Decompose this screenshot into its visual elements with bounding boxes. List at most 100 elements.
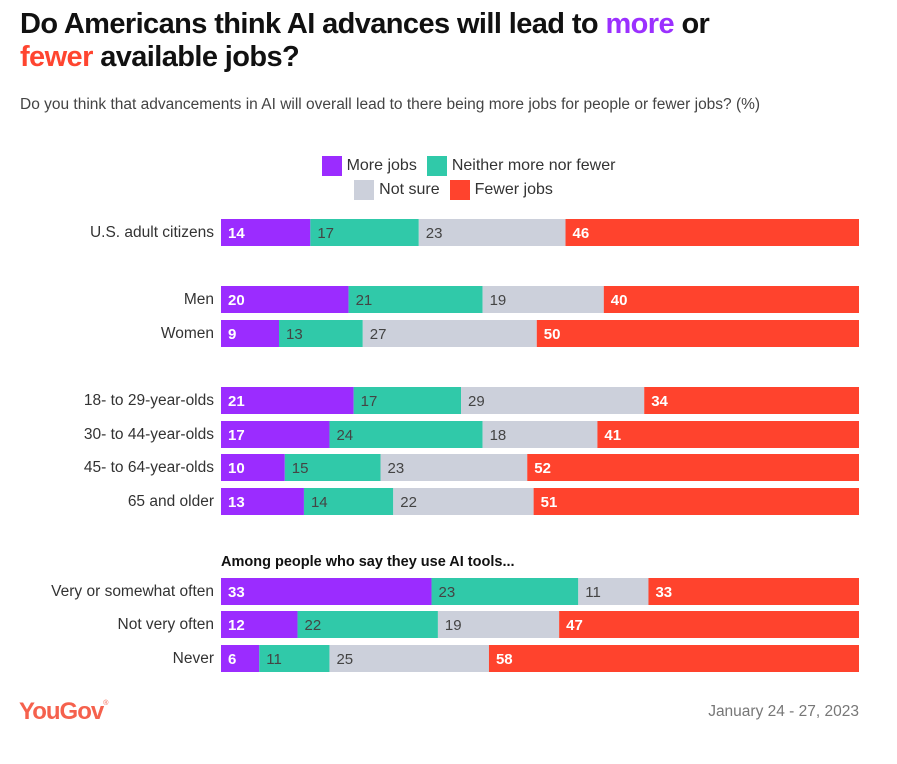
row-label: Very or somewhat often	[51, 583, 214, 600]
bar-segment-more	[221, 488, 304, 515]
legend-swatch-not-sure	[354, 180, 375, 200]
bar-segment-not-sure	[380, 454, 528, 481]
data-label: 9	[228, 326, 236, 343]
bar-segment-more	[221, 454, 285, 481]
data-label: 47	[566, 617, 583, 634]
data-label: 18	[490, 427, 507, 444]
bar-segment-fewer	[644, 387, 859, 414]
chart-title: Do Americans think AI advances will lead…	[20, 8, 880, 74]
bar-segment-more	[221, 421, 330, 448]
data-label: 13	[228, 494, 245, 511]
legend-item-more: More jobs	[321, 156, 417, 176]
bar-segment-neither	[329, 421, 483, 448]
legend-label: Fewer jobs	[474, 181, 553, 198]
bar-segment-more	[221, 611, 298, 638]
bar-segment-more	[221, 320, 279, 347]
data-label: 11	[266, 651, 282, 668]
data-label: 27	[370, 326, 387, 343]
row-label: 18- to 29-year-olds	[83, 392, 214, 409]
bar-segment-not-sure	[418, 219, 566, 246]
bar-segment-neither	[348, 286, 483, 313]
data-label: 12	[228, 617, 245, 634]
row-label: Men	[183, 291, 214, 308]
bar-segment-not-sure	[393, 488, 534, 515]
bar-segment-neither	[279, 320, 363, 347]
data-label: 17	[228, 427, 245, 444]
bar-segment-more	[221, 645, 260, 672]
bar-segment-fewer	[488, 645, 859, 672]
data-label: 33	[655, 584, 672, 601]
section-header: Among people who say they use AI tools..…	[221, 554, 515, 570]
title-text: Do Americans think AI advances will lead…	[20, 8, 606, 40]
data-label: 14	[311, 494, 328, 511]
bar-segment-neither	[310, 219, 419, 246]
data-label: 23	[426, 225, 443, 242]
legend-swatch-neither	[426, 156, 447, 176]
legend-label: Not sure	[379, 181, 440, 198]
bar-segment-not-sure	[482, 421, 598, 448]
title-highlight-fewer: fewer	[20, 41, 93, 73]
data-label: 29	[468, 393, 485, 410]
bar-segment-fewer	[536, 320, 859, 347]
data-label: 34	[651, 393, 668, 410]
data-label: 23	[439, 584, 456, 601]
data-label: 51	[541, 494, 558, 511]
survey-date: January 24 - 27, 2023	[708, 703, 859, 720]
bar-segment-not-sure	[461, 387, 645, 414]
data-label: 41	[604, 427, 621, 444]
data-label: 17	[317, 225, 334, 242]
bar-segment-not-sure	[437, 611, 560, 638]
data-label: 17	[361, 393, 378, 410]
data-label: 13	[286, 326, 303, 343]
data-label: 14	[228, 225, 245, 242]
row-label: 45- to 64-year-olds	[83, 459, 214, 476]
row-label: 30- to 44-year-olds	[83, 426, 214, 443]
row-label: Not very often	[117, 616, 215, 633]
data-label: 6	[228, 651, 236, 668]
legend-item-fewer: Fewer jobs	[449, 180, 553, 200]
bar-segment-fewer	[527, 454, 859, 481]
data-label: 20	[228, 292, 245, 309]
data-label: 24	[336, 427, 353, 444]
data-label: 11	[585, 584, 601, 601]
bar-segment-not-sure	[362, 320, 537, 347]
logo-text: YouGov	[19, 698, 104, 725]
data-label: 19	[490, 292, 507, 309]
bar-segment-neither	[297, 611, 438, 638]
bar-segment-neither	[284, 454, 381, 481]
data-label: 58	[496, 651, 513, 668]
row-label: U.S. adult citizens	[89, 224, 214, 241]
data-label: 40	[611, 292, 628, 309]
data-label: 25	[336, 651, 353, 668]
title-highlight-more: more	[605, 8, 674, 40]
legend-swatch-more	[321, 156, 342, 176]
title-text: or	[673, 8, 710, 40]
data-label: 21	[228, 393, 245, 410]
bar-segment-fewer	[597, 421, 859, 448]
data-label: 46	[573, 225, 590, 242]
bar-segment-neither	[259, 645, 330, 672]
bar-segment-more	[221, 578, 432, 605]
data-label: 19	[445, 617, 462, 634]
bar-segment-fewer	[559, 611, 859, 638]
legend-item-neither: Neither more nor fewer	[426, 156, 615, 176]
data-label: 21	[356, 292, 373, 309]
bar-segment-neither	[431, 578, 579, 605]
bar-segment-neither	[353, 387, 462, 414]
row-label: Never	[172, 650, 214, 667]
row-label: Women	[160, 325, 214, 342]
bar-segment-not-sure	[578, 578, 649, 605]
bar-segment-neither	[303, 488, 394, 515]
bar-segment-fewer	[565, 219, 859, 246]
data-label: 50	[544, 326, 561, 343]
row-label: 65 and older	[127, 493, 214, 510]
legend-swatch-fewer	[449, 180, 470, 200]
data-label: 22	[400, 494, 417, 511]
legend-item-not-sure: Not sure	[354, 180, 440, 200]
data-label: 10	[228, 460, 245, 477]
bar-segment-fewer	[603, 286, 859, 313]
bar-segment-more	[221, 286, 349, 313]
bar-segment-fewer	[533, 488, 859, 515]
data-label: 15	[292, 460, 309, 477]
